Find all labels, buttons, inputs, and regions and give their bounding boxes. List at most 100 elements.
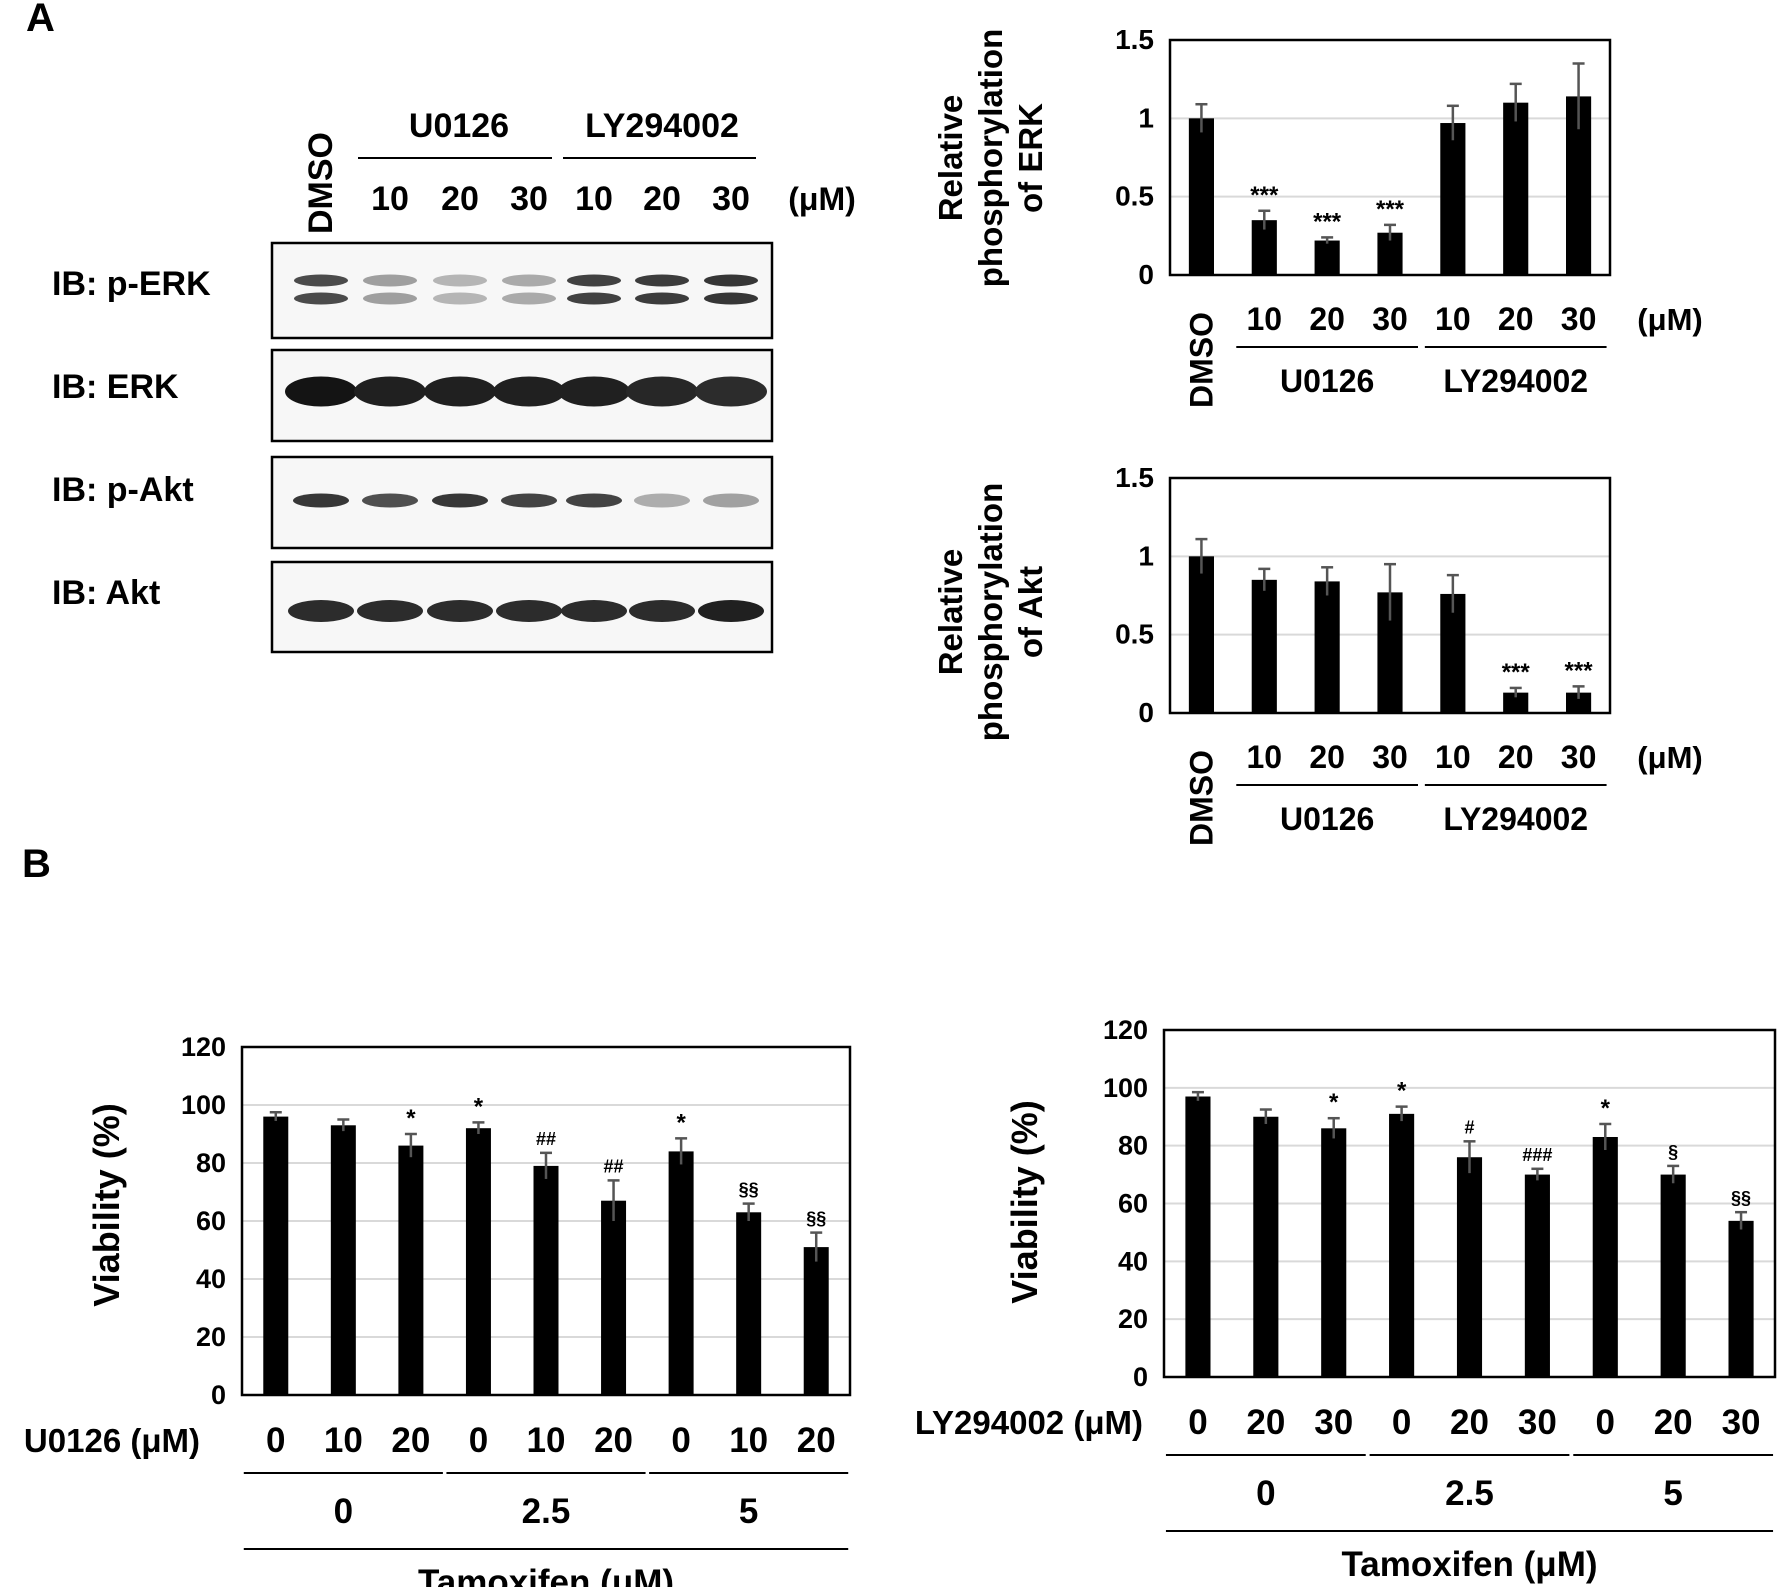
bar [1660,1174,1686,1377]
blot-band [558,376,630,407]
lane-label-dmso: DMSO [302,132,340,234]
western-blot: DMSO 10 20 30 10 20 30 (μM) U0126 LY294002 IB: p-E… [52,107,856,654]
significance-label: §§ [1731,1188,1751,1208]
y-tick-label: 40 [196,1264,226,1294]
bar [803,1247,829,1395]
y-tick-label: 1.5 [1115,462,1154,493]
y-axis-label: of ERK [1012,103,1049,213]
x-tick-label: 20 [1309,739,1345,775]
y-tick-label: 120 [1103,1015,1148,1045]
y-tick-label: 0.5 [1115,181,1154,212]
x-tick-label: 0 [671,1421,690,1460]
blot-band [635,274,689,287]
x-tick-label: 30 [1372,301,1408,337]
blot-box [270,241,774,340]
chart-akt-phosphorylation: *** *** 0 0.5 1 1.5 Relative phosphorylation of … [932,462,1703,846]
x-tick-label: 0 [1188,1403,1207,1442]
x-tick-label: 10 [527,1421,566,1460]
x-axis-label: Tamoxifen (μM) [1341,1545,1597,1584]
significance-label: *** [1502,659,1531,686]
blot-row-label: IB: p-Akt [52,471,194,509]
y-axis-label: Relative [932,95,969,222]
group-label: LY294002 [1443,801,1588,837]
x-tick-label: 0 [1596,1403,1615,1442]
blot-band [704,292,758,305]
blot-band [566,493,622,508]
blot-band [626,376,698,407]
blot-band [363,292,417,305]
x-tick-label: 10 [1246,739,1282,775]
bar [1321,1128,1347,1377]
blot-band [288,600,354,622]
y-tick-label: 1 [1138,540,1154,571]
y-axis-label: phosphorylation [972,483,1009,742]
significance-label: *** [1565,657,1594,684]
blot-band [496,600,562,622]
significance-label: * [1397,1078,1407,1105]
x-tick-label: 20 [1498,301,1534,337]
chart-erk-phosphorylation: *** *** *** 0 0.5 1 1.5 Relative phosphorylation… [932,24,1703,408]
y-tick-label: 20 [1118,1304,1148,1334]
blot-band [432,493,488,508]
blot-band [561,600,627,622]
unit-label: (μM) [1637,740,1702,775]
bar [1314,581,1340,713]
inhibitor-axis-label: LY294002 (μM) [915,1404,1143,1441]
x-tick-label: 20 [1246,1403,1285,1442]
blot-band [493,376,565,407]
significance-label: * [474,1093,484,1120]
y-tick-label: 60 [196,1206,226,1236]
lane-label: 10 [371,180,409,218]
x-tick-label: 20 [1498,739,1534,775]
blot-band [427,600,493,622]
bar [398,1145,424,1395]
bar [736,1212,762,1395]
blot-band [362,493,418,508]
blot-band [354,376,426,407]
bar [1251,579,1277,713]
significance-label: *** [1313,208,1342,235]
blot-band [433,274,487,287]
group-label: LY294002 [1443,363,1588,399]
tamoxifen-dose-label: 5 [1663,1474,1682,1513]
bar [1389,1113,1415,1377]
blot-band [567,292,621,305]
significance-label: ### [1522,1145,1552,1165]
blot-band [357,600,423,622]
blot-row-label: IB: ERK [52,368,179,406]
x-axis-label: Tamoxifen (μM) [418,1563,674,1587]
unit-label: (μM) [788,181,856,217]
significance-label: * [676,1109,686,1136]
plot-frame [1168,38,1612,277]
lane-label: 10 [575,180,613,218]
y-tick-label: 0 [1138,259,1154,290]
blot-row-label: IB: Akt [52,574,160,612]
bar [601,1200,627,1395]
x-tick-label: 10 [729,1421,768,1460]
blot-band [634,493,690,508]
bar [1188,118,1214,275]
significance-label: * [406,1105,416,1132]
bar [465,1128,491,1395]
y-tick-label: 0.5 [1115,619,1154,650]
blot-band [294,274,348,287]
x-tick-label: 30 [1518,1403,1557,1442]
y-tick-label: 20 [196,1322,226,1352]
y-tick-label: 80 [196,1148,226,1178]
group-label: U0126 [1280,363,1374,399]
y-tick-label: 60 [1118,1189,1148,1219]
blot-band [293,493,349,508]
x-tick-label-dmso: DMSO [1183,312,1219,408]
significance-label: * [1329,1089,1339,1116]
x-tick-label: 10 [1246,301,1282,337]
blot-band [695,376,767,407]
y-axis-label: Relative [932,549,969,676]
group-label: U0126 [1280,801,1374,837]
x-tick-label: 20 [1654,1403,1693,1442]
bar [1503,102,1529,276]
blot-band [501,493,557,508]
y-tick-label: 1 [1138,102,1154,133]
x-tick-label: 10 [324,1421,363,1460]
bar [668,1151,694,1395]
